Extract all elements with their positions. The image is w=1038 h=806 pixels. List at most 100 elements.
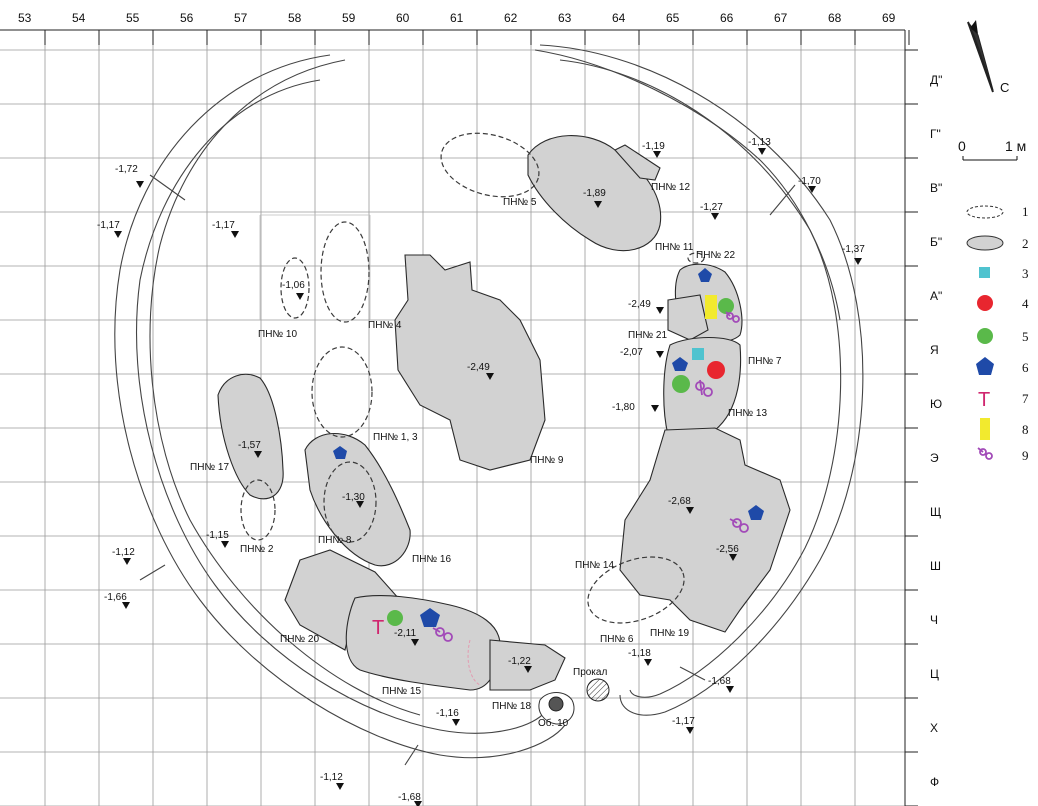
svg-text:Т: Т [978, 389, 990, 411]
row-label: Щ [930, 505, 941, 519]
elevation-label: -1,17 [97, 220, 120, 231]
row-label: Я [930, 343, 939, 357]
pit-12-small [614, 144, 661, 181]
svg-text:Прокал: Прокал [573, 667, 607, 678]
legend-number: 7 [1022, 391, 1029, 406]
elevation-label: -2,11 [394, 628, 416, 639]
elevation-point-icon [594, 201, 602, 208]
letter-t-marker: Т [372, 617, 384, 639]
pit-17 [217, 373, 284, 500]
row-labels: Д" Г" В" Б" А" Я Ю Э Щ Ш Ч Ц Х Ф [930, 73, 942, 789]
elevation-point-icon [296, 293, 304, 300]
north-label: С [1000, 80, 1009, 95]
row-label: Ц [930, 667, 939, 681]
elevation-point-icon [524, 666, 532, 673]
elevation-point-icon [136, 181, 144, 188]
column-label: 65 [666, 11, 680, 25]
legend-number: 5 [1022, 329, 1029, 344]
row-label: Д" [930, 73, 942, 87]
svg-text:1 м: 1 м [1005, 138, 1026, 154]
column-label: 67 [774, 11, 788, 25]
column-label: 63 [558, 11, 572, 25]
row-label: Х [930, 721, 938, 735]
ob10-marker [548, 696, 564, 712]
elevation-point-icon [231, 231, 239, 238]
svg-text:ПН№ 19: ПН№ 19 [650, 628, 689, 639]
svg-text:ПН№ 11: ПН№ 11 [655, 242, 694, 253]
column-label: 69 [882, 11, 896, 25]
svg-text:ПН№ 6: ПН№ 6 [600, 634, 634, 645]
elevation-label: -1,57 [238, 440, 261, 451]
red-marker [707, 361, 725, 379]
column-label: 61 [450, 11, 464, 25]
elevation-label: -1,12 [112, 547, 135, 558]
elevation-point-icon [711, 213, 719, 220]
elevation-point-icon [452, 719, 460, 726]
elevation-label: -2,68 [668, 496, 691, 507]
column-label: 64 [612, 11, 626, 25]
cyan-square-marker [692, 348, 704, 360]
svg-text:0: 0 [958, 138, 966, 154]
svg-text:ПН№ 20: ПН№ 20 [280, 634, 319, 645]
svg-text:ПН№ 13: ПН№ 13 [728, 408, 767, 419]
column-labels: 53 54 55 56 57 58 59 60 61 62 63 64 65 66 67 68 69 [18, 11, 896, 25]
elevation-point-icon [854, 258, 862, 265]
elevation-label: -1,19 [642, 141, 665, 152]
column-label: 59 [342, 11, 356, 25]
elevation-label: -2,07 [620, 347, 643, 358]
elevation-point-icon [686, 507, 694, 514]
feature-labels: ПН№ 5 ПН№ 12 ПН№ 11 ПН№ 22 ПН№ 10 ПН№ 4 … [190, 182, 782, 729]
row-label: Ф [930, 775, 939, 789]
pentagon-marker [672, 357, 688, 371]
row-label: Ю [930, 397, 942, 411]
svg-text:ПН№ 8: ПН№ 8 [318, 535, 352, 546]
elevation-point-icon [123, 558, 131, 565]
elevation-point-icon [656, 351, 664, 358]
elevation-label: -1,17 [672, 716, 695, 727]
svg-text:ПН№ 15: ПН№ 15 [382, 686, 421, 697]
pentagon-marker [698, 268, 712, 282]
elevation-point-icon [726, 686, 734, 693]
pit-14-19 [619, 427, 791, 633]
elevation-point-icon [729, 554, 737, 561]
elevation-point-icon [758, 148, 766, 155]
column-label: 54 [72, 11, 86, 25]
legend-number: 8 [1022, 422, 1029, 437]
svg-text:ПН№ 7: ПН№ 7 [748, 356, 782, 367]
elevation-label: -1,06 [282, 280, 305, 291]
elevation-label: -1,68 [398, 792, 421, 803]
prokal-hatched-circle [586, 678, 610, 702]
pit-18 [489, 639, 566, 691]
pentagon-marker [420, 608, 440, 627]
pit-15 [345, 594, 501, 691]
green-marker [672, 375, 690, 393]
elevation-label: -1,72 [115, 164, 138, 175]
elevation-label: -1,68 [708, 676, 731, 687]
row-label: Ш [930, 559, 941, 573]
dashed-features [240, 132, 705, 686]
row-label: Ч [930, 613, 938, 627]
elevation-label: -1,16 [436, 708, 459, 719]
elevation-label: -1,17 [212, 220, 235, 231]
elevation-point-icon [808, 186, 816, 193]
column-label: 55 [126, 11, 140, 25]
yellow-marker [705, 295, 717, 319]
north-arrow: С [967, 20, 1009, 95]
elevation-label: -2,49 [628, 299, 651, 310]
pit-9 [394, 254, 546, 471]
elevation-marks: -1,72 -1,17 -1,17 -1,06 -1,19 -1,89 -1,27 -1,13… [97, 137, 865, 806]
elevation-point-icon [414, 801, 422, 806]
pits [217, 135, 791, 691]
elevation-label: -1,12 [320, 772, 343, 783]
green-marker [718, 298, 734, 314]
elevation-label: -1,18 [628, 648, 651, 659]
legend-number: 6 [1022, 360, 1029, 375]
column-label: 62 [504, 11, 518, 25]
svg-text:ПН№ 1, 3: ПН№ 1, 3 [373, 432, 418, 443]
elevation-label: -2,56 [716, 544, 739, 555]
legend-number: 2 [1022, 236, 1029, 251]
column-label: 57 [234, 11, 248, 25]
pit-21 [667, 294, 709, 341]
elevation-label: -1,80 [612, 402, 635, 413]
